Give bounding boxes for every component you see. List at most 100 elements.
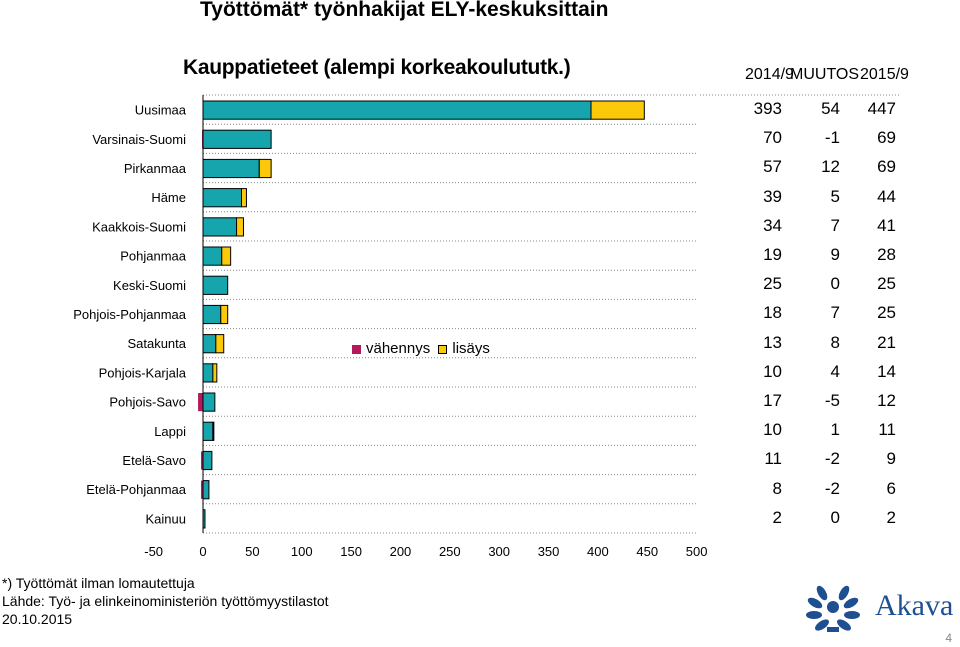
page-number: 4 [945, 631, 952, 645]
bar-base [202, 334, 217, 354]
table-cell: 9 [886, 449, 896, 469]
bar-base [202, 509, 206, 529]
table-header-change: MUUTOS [790, 66, 860, 83]
bar-decrease [198, 393, 203, 412]
table-cell: 25 [763, 274, 782, 294]
x-tick-label: 450 [636, 544, 658, 559]
table-cell: 28 [877, 245, 896, 264]
legend-label-decrease: vähennys [366, 340, 431, 357]
table-cell: 12 [877, 391, 896, 410]
category-label: Pohjois-Karjala [99, 365, 187, 380]
x-tick-label: 150 [340, 544, 362, 559]
table-cell: 11 [764, 449, 782, 469]
bar-increase [241, 188, 247, 208]
legend: vähennys lisäys [352, 340, 494, 357]
table-cell: 18 [763, 303, 782, 323]
table-cell: 13 [763, 332, 782, 352]
table-cell: 6 [886, 478, 896, 498]
category-label: Keski-Suomi [113, 278, 186, 293]
x-tick-label: 400 [587, 544, 609, 559]
bar-base [202, 275, 229, 295]
category-label: Varsinais-Suomi [92, 132, 186, 147]
x-tick-label: 250 [439, 544, 461, 559]
table-cell: 447 [867, 99, 896, 118]
table-cell: 21 [877, 332, 896, 352]
bar-increase [215, 334, 225, 354]
x-tick-label: 50 [245, 544, 259, 559]
table-cell: 8 [772, 478, 782, 498]
table-cell: 17 [763, 391, 782, 410]
x-tick-label: 200 [390, 544, 412, 559]
category-label: Satakunta [127, 336, 186, 351]
bar-increase [221, 246, 232, 266]
bar-increase [212, 421, 215, 441]
table-cell: -5 [824, 391, 840, 410]
table-cell: 19 [763, 245, 782, 264]
table-cell: 41 [877, 215, 896, 235]
bar-increase [212, 363, 218, 383]
bar-base [202, 188, 243, 208]
table-cell: 393 [753, 99, 782, 118]
category-label: Lappi [154, 424, 186, 439]
table-cell: 69 [877, 157, 896, 177]
table-cell: 10 [763, 361, 782, 381]
bar-increase [258, 158, 272, 179]
akava-logo: Akava [800, 575, 960, 635]
category-label: Kaakkois-Suomi [92, 219, 186, 234]
x-tick-label: 500 [686, 544, 708, 559]
laurel-wreath-icon [806, 585, 860, 632]
chart-subtitle: Kauppatieteet (alempi korkeakoulututk.) [183, 56, 571, 79]
table-cell: 4 [830, 361, 840, 381]
bar-increase [220, 304, 229, 325]
table-cell: 7 [830, 303, 840, 323]
table-cell: -2 [824, 449, 840, 469]
bar-increase [590, 100, 645, 120]
table-cell: 69 [877, 128, 896, 148]
footnote: *) Työttömät ilman lomautettuja [2, 575, 195, 591]
category-label: Pohjois-Pohjanmaa [73, 307, 187, 322]
table-cell: 7 [830, 215, 840, 235]
bar-decrease [201, 480, 203, 499]
bar-increase [236, 217, 244, 237]
bar-base [202, 450, 213, 471]
x-tick-label: 300 [488, 544, 510, 559]
x-tick-label: 100 [291, 544, 313, 559]
table-cell: 1 [830, 420, 840, 440]
legend-swatch-increase [438, 344, 448, 354]
category-label: Pohjois-Savo [109, 395, 186, 410]
table-cell: 9 [830, 245, 840, 264]
date-label: 20.10.2015 [2, 611, 73, 627]
bar-base [202, 129, 272, 149]
category-label: Uusimaa [135, 103, 187, 118]
legend-item-increase: lisäys [438, 340, 490, 357]
x-tick-label: 350 [538, 544, 560, 559]
legend-item-decrease: vähennys [352, 340, 430, 357]
table-cell: 12 [821, 157, 840, 177]
legend-swatch-decrease [352, 344, 361, 354]
bar-base [202, 421, 214, 441]
category-label: Kainuu [146, 511, 186, 526]
category-label: Pirkanmaa [124, 161, 187, 176]
table-cell: 5 [830, 186, 840, 206]
table-cell: 2 [772, 507, 782, 527]
table-cell: -2 [824, 478, 840, 498]
table-cell: 70 [763, 128, 782, 148]
logo-text: Akava [875, 589, 954, 622]
bar-base [202, 100, 592, 120]
table-header-2015: 2015/9 [860, 66, 909, 83]
bar-base [202, 246, 223, 266]
table-cell: 0 [830, 507, 840, 527]
bar-base [202, 480, 210, 500]
table-cell: 25 [877, 303, 896, 323]
category-label: Häme [151, 190, 186, 205]
category-label: Pohjanmaa [120, 249, 187, 264]
table-cell: 57 [763, 157, 782, 177]
table-cell: 34 [763, 215, 782, 235]
table-cell: 0 [830, 274, 840, 294]
table-cell: 11 [878, 420, 896, 440]
bar-base [202, 158, 260, 179]
table-cell: 44 [877, 186, 896, 206]
table-cell: 14 [877, 361, 896, 381]
bar-base [202, 392, 216, 412]
